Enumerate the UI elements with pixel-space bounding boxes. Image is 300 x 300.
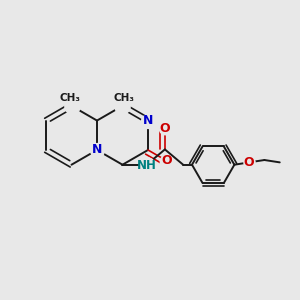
- Text: NH: NH: [137, 159, 157, 172]
- Text: N: N: [92, 143, 102, 157]
- Text: O: O: [161, 154, 172, 167]
- Text: O: O: [160, 122, 170, 135]
- Text: CH₃: CH₃: [59, 93, 80, 103]
- Text: CH₃: CH₃: [113, 93, 134, 103]
- Text: N: N: [143, 114, 153, 127]
- Text: O: O: [244, 156, 254, 169]
